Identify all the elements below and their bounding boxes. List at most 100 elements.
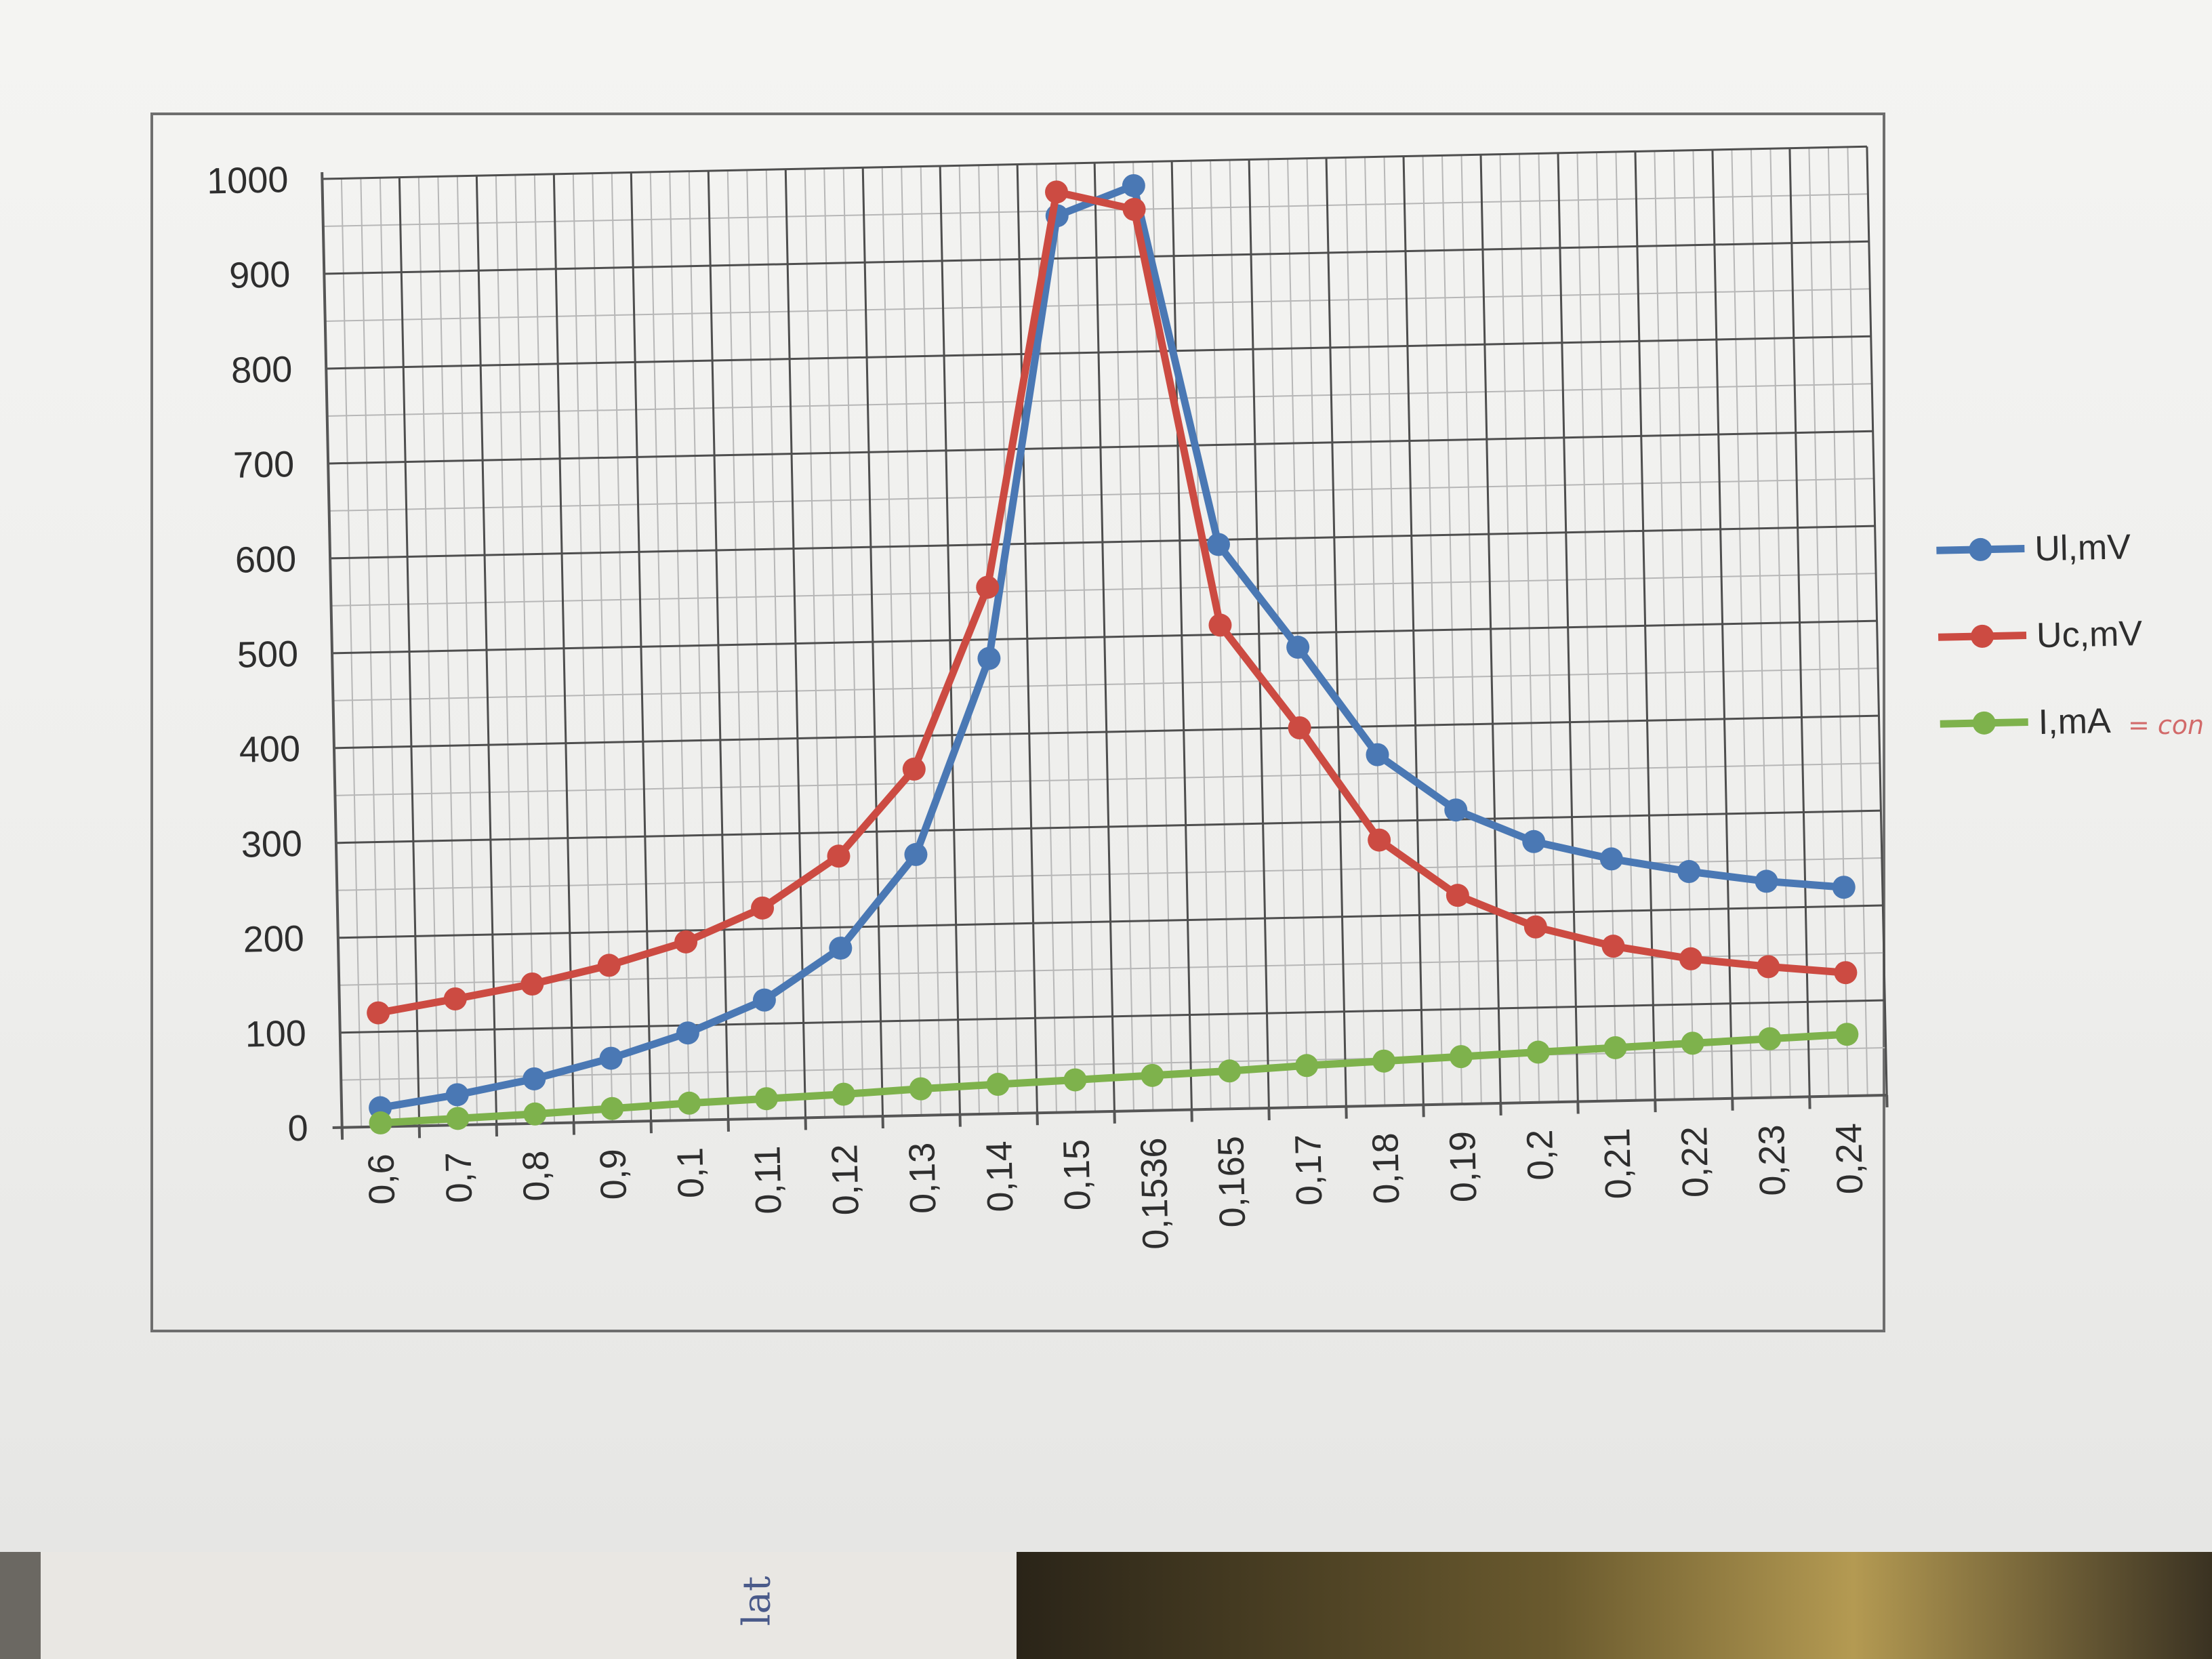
legend-swatch-marker: [1972, 711, 1996, 735]
data-point: [1526, 1040, 1550, 1064]
data-point: [751, 896, 775, 920]
data-point: [600, 1097, 624, 1120]
data-point: [676, 1021, 699, 1045]
data-point: [1366, 743, 1389, 766]
legend-label: Uc,mV: [2036, 614, 2142, 655]
legend-swatch-marker: [1971, 624, 1994, 648]
data-point: [1218, 1059, 1242, 1083]
legend-entry-2: I,mA: [1940, 701, 2112, 742]
legend-label: I,mA: [2038, 701, 2111, 742]
data-point: [1444, 798, 1468, 822]
series-lines: [367, 173, 1859, 1134]
major-gridline: [324, 240, 1869, 275]
data-point: [443, 987, 467, 1010]
x-tick-label: 0,21: [1597, 1128, 1639, 1200]
x-tick-label: 0,9: [592, 1149, 634, 1200]
data-point: [1677, 860, 1701, 884]
data-point: [1122, 173, 1145, 197]
data-point: [1832, 876, 1856, 899]
handwritten-note: lat: [735, 1576, 779, 1626]
data-point: [1757, 955, 1780, 979]
legend-label: Ul,mV: [2034, 527, 2131, 569]
data-point: [832, 1082, 855, 1106]
x-tick-label: 0,12: [824, 1144, 866, 1216]
data-point: [1681, 1031, 1704, 1055]
y-tick-label: 700: [232, 444, 294, 486]
data-point: [1286, 636, 1310, 659]
legend: Ul,mV Uc,mV I,mA: [1936, 527, 2143, 742]
x-tick-label: 0,15: [1056, 1139, 1098, 1210]
data-point: [520, 972, 544, 996]
major-gridline: [326, 335, 1871, 370]
data-point: [1601, 935, 1625, 958]
series-2: [369, 1023, 1859, 1134]
x-tick-label: 0,18: [1365, 1132, 1407, 1204]
data-point: [597, 954, 621, 977]
data-point: [446, 1107, 470, 1130]
data-point: [369, 1111, 392, 1134]
legend-entry-0: Ul,mV: [1936, 527, 2131, 569]
x-tick-label: 0,23: [1751, 1124, 1793, 1196]
data-point: [1141, 1063, 1164, 1087]
y-tick-label: 0: [287, 1108, 308, 1149]
data-point: [1523, 915, 1547, 939]
data-point: [829, 937, 853, 960]
legend-handwritten-note: = con: [2128, 710, 2205, 740]
data-point: [1603, 1036, 1627, 1059]
major-gridline: [322, 145, 1867, 180]
y-tick-label: 500: [237, 634, 298, 676]
x-tick-label: 0,7: [438, 1152, 480, 1204]
x-tick-label: 0,13: [901, 1142, 943, 1214]
data-point: [1522, 830, 1546, 853]
x-tick-label: 0,17: [1288, 1134, 1330, 1206]
data-point: [1758, 1027, 1782, 1050]
data-point: [1368, 828, 1391, 852]
series-line: [377, 1030, 1851, 1127]
x-tick-label: 0,1536: [1133, 1137, 1176, 1250]
x-tick-label: 0,165: [1210, 1136, 1253, 1228]
data-point: [976, 575, 1000, 599]
data-point: [1372, 1049, 1395, 1073]
x-tick-label: 0,24: [1828, 1123, 1870, 1195]
x-tick-label: 0,11: [747, 1145, 789, 1214]
x-axis-line: [332, 1093, 1887, 1130]
x-tick-labels: 0,6 0,7 0,8 0,9 0,1 0,11 0,12 0,13 0,14 0,15 0,153…: [361, 1123, 1871, 1250]
data-point: [1834, 961, 1858, 985]
data-point: [445, 1083, 469, 1107]
y-tick-label: 600: [234, 539, 296, 581]
major-gridline: [337, 904, 1883, 939]
data-point: [1679, 947, 1702, 970]
data-point: [523, 1102, 547, 1126]
series-line: [374, 188, 1849, 1017]
data-point: [1122, 197, 1146, 221]
major-gridline: [333, 714, 1879, 750]
data-point: [986, 1073, 1010, 1097]
major-gridline: [332, 619, 1877, 655]
y-tick-label: 200: [243, 918, 304, 960]
data-point: [977, 647, 1001, 670]
series-1: [367, 180, 1858, 1025]
data-point: [1045, 180, 1069, 204]
data-point: [1206, 533, 1230, 556]
y-axis-line: [321, 171, 344, 1137]
data-point: [1835, 1023, 1859, 1046]
major-gridline: [330, 525, 1875, 560]
data-point: [902, 757, 926, 781]
major-gridline: [335, 809, 1881, 844]
data-point: [1599, 847, 1623, 871]
y-tick-label: 800: [231, 349, 293, 391]
data-point: [904, 842, 928, 866]
data-point: [523, 1067, 546, 1090]
data-point: [1208, 613, 1232, 637]
y-tick-label: 900: [229, 254, 291, 296]
y-tick-label: 400: [239, 729, 300, 771]
major-gridline: [328, 430, 1873, 465]
chart-border: [150, 112, 1885, 1332]
x-tick-label: 0,22: [1674, 1126, 1716, 1197]
x-tick-label: 0,14: [979, 1141, 1021, 1212]
x-tick-label: 0,2: [1519, 1129, 1561, 1181]
data-point: [1449, 1045, 1473, 1069]
x-tick-label: 0,19: [1442, 1130, 1484, 1202]
legend-swatch-marker: [1969, 537, 1992, 561]
